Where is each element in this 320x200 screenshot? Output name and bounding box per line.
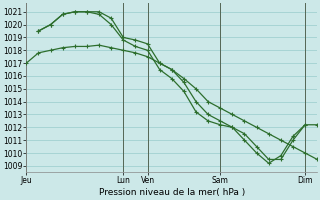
X-axis label: Pression niveau de la mer( hPa ): Pression niveau de la mer( hPa ) (99, 188, 245, 197)
